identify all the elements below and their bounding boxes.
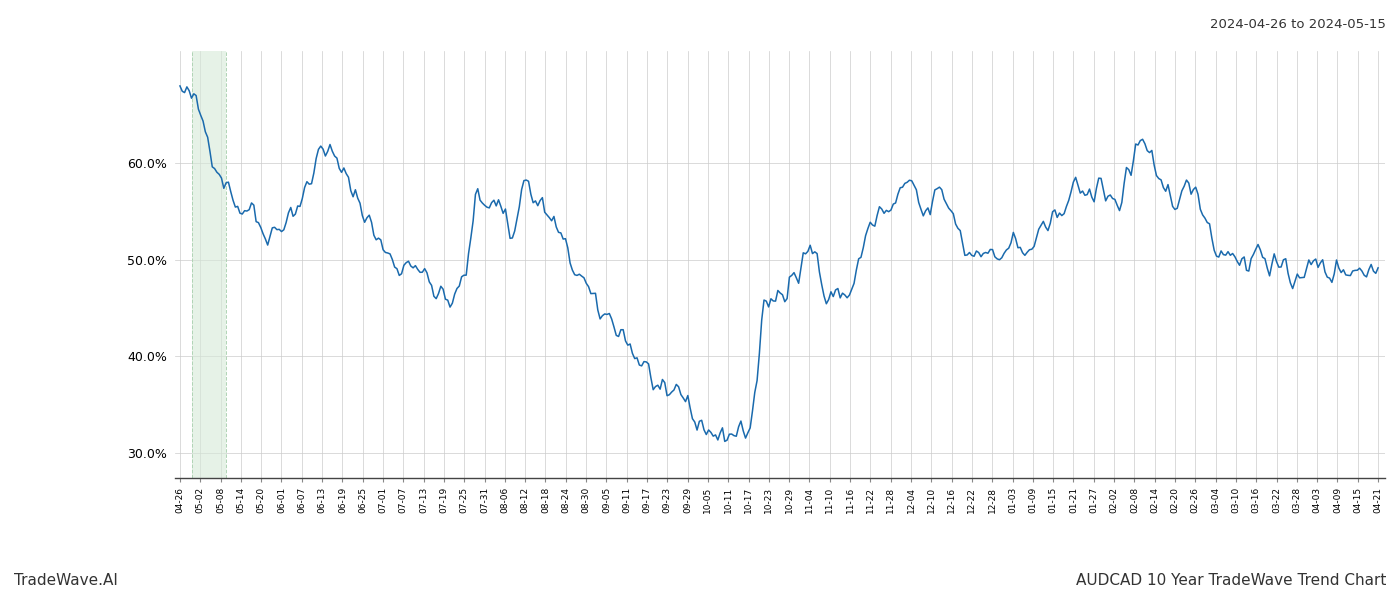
Text: AUDCAD 10 Year TradeWave Trend Chart: AUDCAD 10 Year TradeWave Trend Chart xyxy=(1075,573,1386,588)
Text: 2024-04-26 to 2024-05-15: 2024-04-26 to 2024-05-15 xyxy=(1210,18,1386,31)
Bar xyxy=(192,51,225,478)
Text: TradeWave.AI: TradeWave.AI xyxy=(14,573,118,588)
